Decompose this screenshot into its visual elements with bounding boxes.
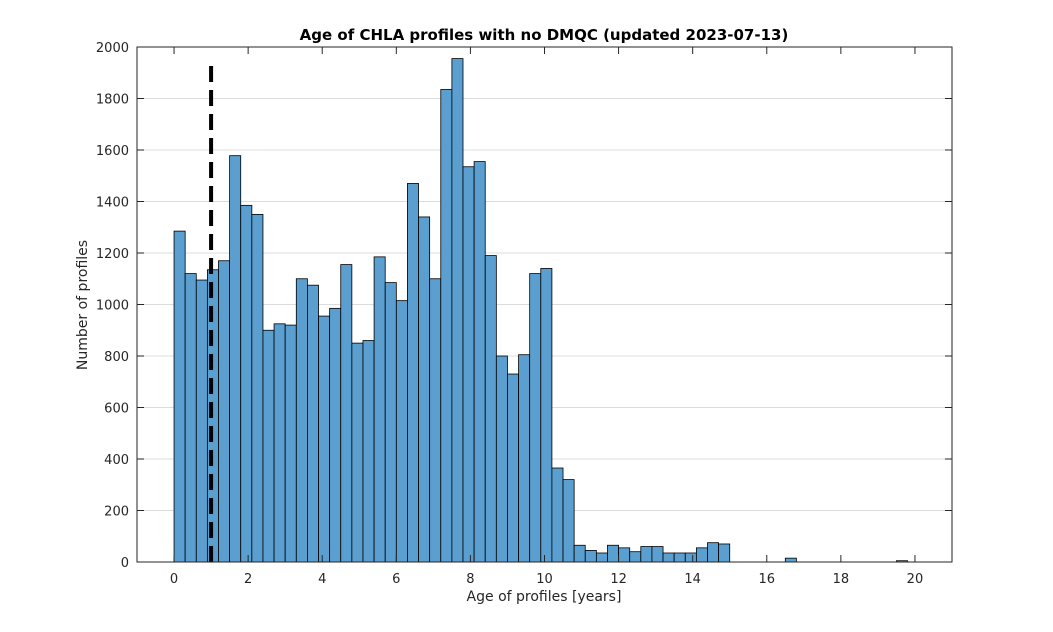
- histogram-bar: [618, 547, 631, 563]
- histogram-bar: [584, 550, 597, 563]
- histogram-bar: [295, 278, 308, 563]
- histogram-bar: [651, 546, 664, 563]
- histogram-bar: [262, 329, 275, 563]
- x-tick-label: 2: [244, 572, 252, 587]
- histogram-bar: [273, 323, 286, 563]
- histogram-bar: [562, 479, 575, 563]
- histogram-bar: [329, 307, 342, 563]
- histogram-bar: [362, 340, 375, 563]
- histogram-bar: [418, 216, 431, 563]
- histogram-bar: [351, 342, 364, 563]
- histogram-bar: [340, 264, 353, 563]
- y-tick-label: 1200: [96, 247, 129, 262]
- histogram-bar: [229, 155, 242, 563]
- histogram-bar: [684, 552, 697, 563]
- histogram-bar: [395, 300, 408, 563]
- histogram-bar: [284, 324, 297, 563]
- x-axis-label: Age of profiles [years]: [467, 589, 622, 605]
- x-tick-label: 18: [833, 572, 850, 587]
- histogram-bar: [251, 213, 264, 563]
- histogram-bar: [551, 467, 564, 563]
- histogram-bar: [184, 273, 197, 563]
- histogram-bar: [573, 544, 586, 563]
- x-tick-label: 4: [318, 572, 326, 587]
- histogram-bar: [240, 204, 253, 563]
- histogram-bar: [595, 552, 608, 563]
- histogram-bar: [307, 284, 319, 563]
- histogram-bar: [607, 544, 619, 563]
- x-tick-label: 6: [392, 572, 400, 587]
- histogram-bar: [640, 546, 653, 563]
- histogram-bar: [462, 166, 475, 563]
- x-tick-label: 14: [684, 572, 701, 587]
- histogram-bar: [784, 557, 797, 563]
- histogram-bar: [518, 354, 531, 563]
- y-axis-label: Number of profiles: [75, 240, 91, 370]
- y-tick-label: 1600: [96, 144, 129, 159]
- histogram-bar: [662, 552, 675, 563]
- histogram-bar: [451, 58, 464, 563]
- histogram-bar: [629, 551, 642, 563]
- histogram-bar: [540, 268, 553, 563]
- y-tick-label: 400: [104, 453, 129, 468]
- x-tick-label: 8: [466, 572, 474, 587]
- histogram-bar: [318, 315, 331, 563]
- y-tick-label: 1800: [96, 93, 129, 108]
- y-tick-label: 200: [104, 505, 129, 520]
- histogram-bar: [384, 282, 397, 563]
- histogram-bar: [707, 542, 720, 563]
- histogram-bar: [495, 355, 508, 563]
- histogram-bar: [407, 183, 419, 563]
- x-tick-label: 20: [907, 572, 924, 587]
- histogram-bar: [695, 547, 708, 563]
- y-tick-label: 0: [121, 556, 129, 571]
- y-tick-label: 800: [104, 350, 129, 365]
- histogram-bar: [173, 230, 186, 563]
- x-tick-label: 16: [758, 572, 775, 587]
- histogram-bar: [195, 279, 208, 563]
- histogram-bar: [440, 89, 453, 563]
- histogram-bar: [484, 255, 497, 563]
- y-tick-label: 1000: [96, 299, 129, 314]
- x-tick-label: 10: [536, 572, 553, 587]
- chart-title: Age of CHLA profiles with no DMQC (updat…: [300, 26, 789, 44]
- histogram-bar: [373, 256, 386, 563]
- histogram-bar: [718, 543, 731, 563]
- histogram-bar: [507, 373, 519, 563]
- y-tick-label: 600: [104, 402, 129, 417]
- histogram-bar: [218, 260, 231, 563]
- x-tick-label: 12: [610, 572, 627, 587]
- histogram-bar: [429, 278, 442, 563]
- bars-layer: [173, 58, 908, 563]
- y-tick-label: 1400: [96, 196, 129, 211]
- histogram-bar: [473, 161, 486, 563]
- y-tick-label: 2000: [96, 41, 129, 56]
- x-tick-label: 0: [170, 572, 178, 587]
- ticks-layer: 0 200 400 600 800 1000 1200 1400 1600 1800 2000 0 2 4…: [96, 41, 952, 587]
- histogram-bar: [673, 552, 686, 563]
- histogram-bar: [529, 273, 542, 563]
